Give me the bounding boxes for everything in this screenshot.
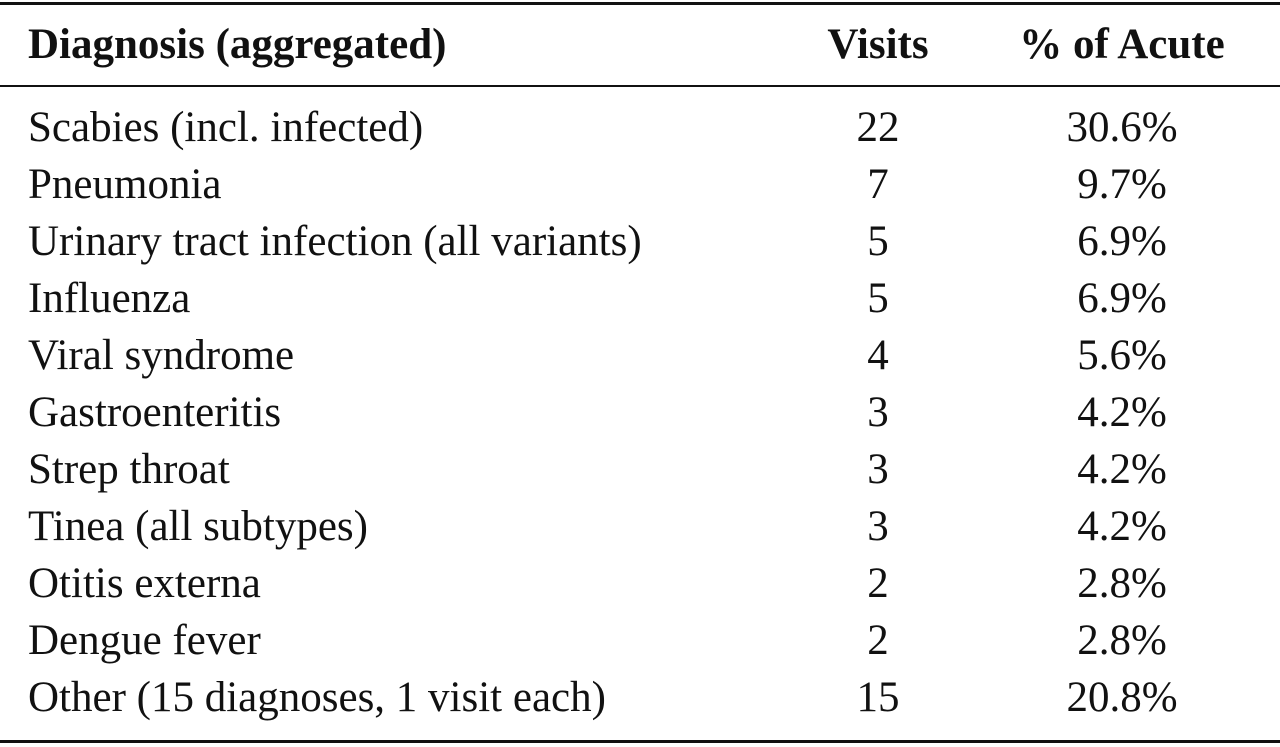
table-cell: Other (15 diagnoses, 1 visit each) bbox=[28, 674, 606, 721]
table-cell: 2.8% bbox=[1077, 560, 1167, 607]
table-cell: 7 bbox=[867, 161, 889, 208]
table-cell: Pneumonia bbox=[28, 161, 222, 208]
table-cell: 30.6% bbox=[1066, 104, 1178, 151]
table-cell: Influenza bbox=[28, 275, 191, 322]
table-cell: 3 bbox=[867, 389, 889, 436]
table-cell: 20.8% bbox=[1066, 674, 1178, 721]
table-cell: 2 bbox=[867, 560, 889, 607]
table-cell: 4.2% bbox=[1077, 503, 1167, 550]
table-cell: Viral syndrome bbox=[28, 332, 295, 379]
table-cell: 22 bbox=[856, 104, 900, 151]
header-cell: Diagnosis (aggregated) bbox=[28, 21, 447, 68]
table-cell: Scabies (incl. infected) bbox=[28, 104, 424, 151]
table-cell: Tinea (all subtypes) bbox=[28, 503, 368, 550]
bottom-rule bbox=[0, 740, 1280, 743]
table-cell: 6.9% bbox=[1077, 218, 1167, 265]
table-cell: 9.7% bbox=[1077, 161, 1167, 208]
table-cell: 15 bbox=[856, 674, 900, 721]
table-cell: 3 bbox=[867, 446, 889, 493]
table-cell: 2.8% bbox=[1077, 617, 1167, 664]
table-cell: Urinary tract infection (all variants) bbox=[28, 218, 642, 265]
table-cell: 5 bbox=[867, 218, 889, 265]
table-cell: Dengue fever bbox=[28, 617, 261, 664]
table-cell: Gastroenteritis bbox=[28, 389, 282, 436]
top-rule bbox=[0, 2, 1280, 5]
table-cell: Strep throat bbox=[28, 446, 230, 493]
table-cell: 4.2% bbox=[1077, 446, 1167, 493]
table-cell: 5.6% bbox=[1077, 332, 1167, 379]
table-cell: Otitis externa bbox=[28, 560, 261, 607]
header-cell: Visits bbox=[827, 21, 929, 68]
table-cell: 4.2% bbox=[1077, 389, 1167, 436]
mid-rule bbox=[0, 85, 1280, 87]
table-cell: 4 bbox=[867, 332, 889, 379]
table-cell: 5 bbox=[867, 275, 889, 322]
header-cell: % of Acute bbox=[1019, 21, 1225, 68]
table-cell: 2 bbox=[867, 617, 889, 664]
table-cell: 6.9% bbox=[1077, 275, 1167, 322]
table-cell: 3 bbox=[867, 503, 889, 550]
